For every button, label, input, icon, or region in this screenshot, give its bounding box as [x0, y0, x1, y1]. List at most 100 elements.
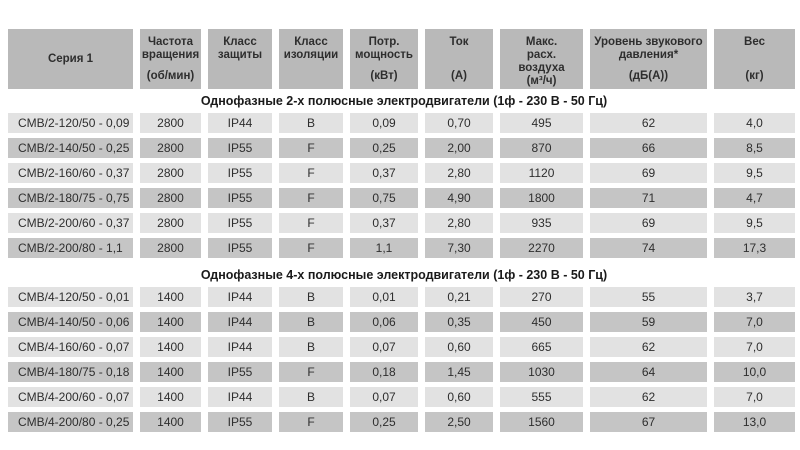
value-cell: 17,3 [714, 238, 795, 258]
value-cell: 1400 [140, 287, 201, 307]
value-cell: 2,00 [425, 138, 493, 158]
model-cell: CMB/2-120/50 - 0,09 [8, 113, 133, 133]
value-cell: 1400 [140, 337, 201, 357]
value-cell: 1,45 [425, 362, 493, 382]
table-row: CMB/2-200/80 - 1,1 2800 IP55 F 1,1 7,30 2270 74… [8, 238, 800, 258]
table-row: CMB/2-160/60 - 0,37 2800 IP55 F 0,37 2,80 1120… [8, 163, 800, 183]
model-cell: CMB/2-180/75 - 0,75 [8, 188, 133, 208]
value-cell: 2800 [140, 163, 201, 183]
value-cell: 3,7 [714, 287, 795, 307]
column-header-power: Потр. мощность (кВт) [350, 29, 418, 89]
value-cell: F [279, 138, 343, 158]
column-title: Уровень звукового давления* [594, 36, 703, 61]
value-cell: 4,90 [425, 188, 493, 208]
value-cell: 870 [500, 138, 583, 158]
value-cell: 2,50 [425, 412, 493, 432]
model-cell: CMB/4-200/60 - 0,07 [8, 387, 133, 407]
value-cell: F [279, 188, 343, 208]
motor-spec-table: Серия 1 Частота вращения (об/мин) Класс … [8, 29, 800, 432]
value-cell: 10,0 [714, 362, 795, 382]
table-row: CMB/4-180/75 - 0,18 1400 IP55 F 0,18 1,45 1030… [8, 362, 800, 382]
column-header-airflow: Макс. расх. воздуха (м³/ч) [500, 29, 583, 89]
section-title: Однофазные 4-х полюсные электродвигатели… [200, 268, 608, 282]
value-cell: 62 [590, 387, 707, 407]
value-cell: 1400 [140, 362, 201, 382]
model-cell: CMB/2-140/50 - 0,25 [8, 138, 133, 158]
value-cell: 4,7 [714, 188, 795, 208]
value-cell: 0,37 [350, 163, 418, 183]
value-cell: 1120 [500, 163, 583, 183]
table-row: CMB/2-120/50 - 0,09 2800 IP44 B 0,09 0,70 495 6… [8, 113, 800, 133]
column-unit: (дБ(А)) [628, 70, 669, 82]
column-unit: (кВт) [370, 70, 398, 82]
value-cell: B [279, 287, 343, 307]
column-title: Вес [744, 36, 765, 48]
table-header-row: Серия 1 Частота вращения (об/мин) Класс … [8, 29, 800, 89]
value-cell: 2800 [140, 113, 201, 133]
value-cell: 0,37 [350, 213, 418, 233]
value-cell: IP55 [208, 188, 272, 208]
value-cell: 64 [590, 362, 707, 382]
value-cell: 0,18 [350, 362, 418, 382]
value-cell: 9,5 [714, 163, 795, 183]
value-cell: 7,0 [714, 387, 795, 407]
value-cell: 0,09 [350, 113, 418, 133]
value-cell: 0,35 [425, 312, 493, 332]
column-header-insulation-class: Класс изоляции [279, 29, 343, 89]
value-cell: 2800 [140, 188, 201, 208]
column-title: Класс защиты [217, 36, 263, 61]
section-title: Однофазные 2-х полюсные электродвигатели… [200, 94, 608, 108]
column-title: Класс изоляции [283, 36, 339, 61]
value-cell: 2800 [140, 213, 201, 233]
column-header-protection-class: Класс защиты [208, 29, 272, 89]
value-cell: IP44 [208, 312, 272, 332]
value-cell: 7,0 [714, 337, 795, 357]
value-cell: 1,1 [350, 238, 418, 258]
value-cell: 0,07 [350, 337, 418, 357]
value-cell: 13,0 [714, 412, 795, 432]
column-header-current: Ток (А) [425, 29, 493, 89]
value-cell: 0,25 [350, 412, 418, 432]
column-header-sound-pressure: Уровень звукового давления* (дБ(А)) [590, 29, 707, 89]
value-cell: IP44 [208, 287, 272, 307]
value-cell: IP55 [208, 238, 272, 258]
model-cell: CMB/4-200/80 - 0,25 [8, 412, 133, 432]
value-cell: 0,01 [350, 287, 418, 307]
value-cell: 270 [500, 287, 583, 307]
value-cell: 9,5 [714, 213, 795, 233]
value-cell: 495 [500, 113, 583, 133]
value-cell: 0,60 [425, 337, 493, 357]
value-cell: IP55 [208, 213, 272, 233]
value-cell: 67 [590, 412, 707, 432]
model-cell: CMB/4-120/50 - 0,01 [8, 287, 133, 307]
value-cell: F [279, 412, 343, 432]
value-cell: B [279, 387, 343, 407]
value-cell: 2,80 [425, 163, 493, 183]
model-cell: CMB/2-200/60 - 0,37 [8, 213, 133, 233]
table-row: CMB/4-140/50 - 0,06 1400 IP44 B 0,06 0,35 450 5… [8, 312, 800, 332]
value-cell: 59 [590, 312, 707, 332]
value-cell: B [279, 113, 343, 133]
value-cell: 450 [500, 312, 583, 332]
value-cell: F [279, 362, 343, 382]
value-cell: IP55 [208, 138, 272, 158]
value-cell: 935 [500, 213, 583, 233]
column-title: Ток [449, 36, 469, 48]
value-cell: 0,70 [425, 113, 493, 133]
value-cell: F [279, 213, 343, 233]
value-cell: 0,07 [350, 387, 418, 407]
value-cell: 1400 [140, 387, 201, 407]
value-cell: IP44 [208, 113, 272, 133]
column-unit: (А) [451, 70, 467, 82]
value-cell: B [279, 337, 343, 357]
value-cell: 0,75 [350, 188, 418, 208]
column-unit: (м³/ч) [526, 75, 557, 87]
value-cell: 1400 [140, 412, 201, 432]
value-cell: 62 [590, 113, 707, 133]
value-cell: 555 [500, 387, 583, 407]
column-title: Макс. расх. воздуха [518, 36, 565, 74]
model-cell: CMB/2-200/80 - 1,1 [8, 238, 133, 258]
value-cell: 2800 [140, 238, 201, 258]
value-cell: B [279, 312, 343, 332]
model-cell: CMB/4-160/60 - 0,07 [8, 337, 133, 357]
